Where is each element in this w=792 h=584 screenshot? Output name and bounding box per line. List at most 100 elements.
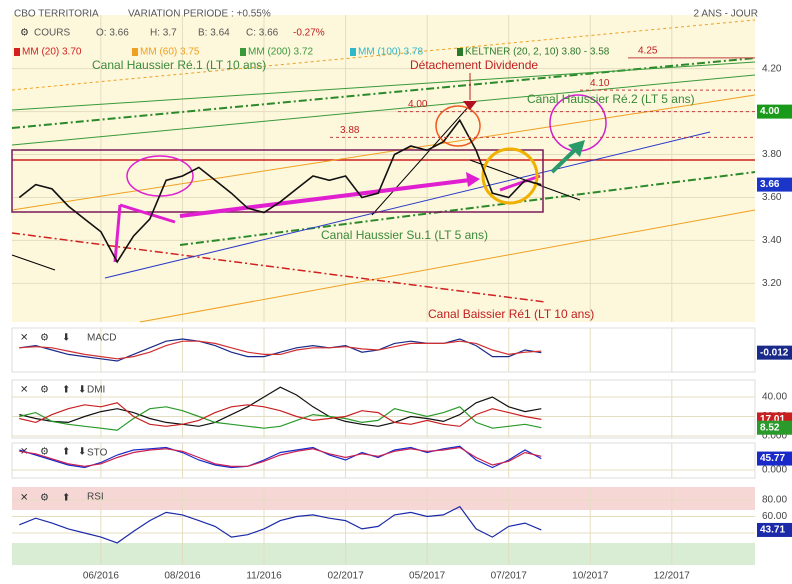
legend-swatch (350, 48, 356, 56)
up-icon[interactable]: ⬆ (62, 447, 70, 458)
x-tick-label: 05/2017 (409, 571, 446, 582)
value-badge (757, 345, 792, 360)
channel-line (179, 171, 756, 246)
highlight-circle (481, 147, 539, 205)
channel-line (11, 19, 756, 91)
trend-line (371, 104, 471, 216)
down-icon[interactable]: ⬇ (62, 333, 70, 344)
trend-line (11, 254, 56, 271)
change: -0.27% (293, 28, 325, 39)
legend-label: MM (20) 3.70 (22, 47, 82, 58)
down-icon[interactable]: ⬇ (78, 385, 86, 396)
y-tick-label: 3.80 (762, 149, 782, 160)
rsi-overbought-zone (12, 487, 755, 510)
channel-line (11, 94, 756, 211)
y-tick-label: 4.20 (762, 63, 782, 74)
series-line (19, 338, 542, 362)
panel-title: STO (87, 448, 108, 459)
series-line (19, 445, 542, 469)
value-badge-label: 45.77 (760, 453, 785, 464)
legend-swatch (457, 48, 463, 56)
variation: VARIATION PERIODE : +0.55% (128, 9, 271, 20)
y-tick-label: 0.000 (762, 431, 787, 442)
y-tick-label: 3.40 (762, 235, 782, 246)
series-line (19, 505, 542, 544)
x-tick-label: 12/2017 (654, 571, 691, 582)
up-icon[interactable]: ⬆ (62, 493, 70, 504)
settings-icon[interactable]: ⚙ (40, 385, 49, 396)
x-tick-label: 10/2017 (572, 571, 609, 582)
x-tick-label: 06/2016 (83, 571, 120, 582)
annotation: Canal Haussier Ré.1 (LT 10 ans) (92, 58, 266, 72)
series-line (19, 406, 542, 431)
value-badge-label: 8.52 (760, 422, 780, 433)
panel-title: DMI (87, 385, 105, 396)
quote: B: 3.64 (198, 28, 230, 39)
legend-label: MM (60) 3.75 (140, 47, 200, 58)
highlight-circle (435, 105, 481, 147)
legend-series: COURS (34, 28, 70, 39)
value-badge (757, 104, 792, 119)
x-tick-label: 02/2017 (327, 571, 364, 582)
up-icon[interactable]: ⬆ (62, 385, 70, 396)
panel-title: RSI (87, 492, 104, 503)
y-tick-label: 0.000 (762, 465, 787, 476)
close-icon[interactable]: ✕ (20, 385, 28, 396)
dividend-marker (463, 101, 477, 110)
series-line (18, 118, 542, 264)
range-box (11, 149, 544, 213)
close-icon[interactable]: ✕ (20, 493, 28, 504)
level-label: 4.25 (638, 46, 658, 57)
y-tick-label: 60.00 (762, 511, 787, 522)
value-badge-label: 3.66 (760, 179, 780, 190)
legend-label: KELTNER (20, 2, 10) 3.80 - 3.58 (465, 47, 610, 58)
down-icon[interactable]: ⬇ (78, 447, 86, 458)
legend-swatch (132, 48, 138, 56)
arrow (499, 174, 541, 192)
settings-icon[interactable]: ⚙ (40, 493, 49, 504)
quote: O: 3.66 (96, 28, 129, 39)
settings-icon[interactable]: ⚙ (40, 333, 49, 344)
channel-line (11, 74, 756, 146)
series-line (19, 446, 542, 467)
y-tick-label: 80.00 (762, 495, 787, 506)
level-label: 3.88 (340, 125, 360, 136)
quote: H: 3.7 (150, 28, 177, 39)
close-icon[interactable]: ✕ (20, 333, 28, 344)
series-line (19, 402, 542, 427)
legend-swatch (14, 48, 20, 56)
x-tick-label: 11/2016 (246, 571, 282, 582)
channel-line (104, 131, 711, 279)
arrow (113, 204, 122, 263)
value-badge-label: -0.012 (760, 347, 789, 358)
value-badge-label: 17.01 (760, 414, 785, 425)
value-badge (757, 420, 792, 435)
macd-panel (11, 327, 756, 373)
channel-line (139, 209, 756, 323)
value-badge (757, 451, 792, 466)
value-badge (757, 522, 792, 537)
channel-line (11, 232, 546, 303)
dmi-panel (11, 379, 756, 439)
y-tick-label: 40.00 (762, 392, 787, 403)
legend-label: MM (100) 3.78 (358, 47, 423, 58)
value-badge (757, 177, 792, 192)
level-label: 4.10 (590, 78, 610, 89)
y-tick-label: 3.60 (762, 192, 782, 203)
stock-title: CBO TERRITORIA (14, 9, 99, 20)
channel-line (11, 61, 756, 111)
rsi-oversold-zone (12, 543, 755, 565)
settings-icon[interactable]: ⚙ (20, 28, 29, 39)
settings-icon[interactable]: ⚙ (40, 447, 49, 458)
x-tick-label: 07/2017 (491, 571, 528, 582)
annotation: Détachement Dividende (410, 58, 538, 72)
panel-title: MACD (87, 333, 116, 344)
period[interactable]: 2 ANS - JOUR (694, 9, 758, 20)
arrow (550, 145, 580, 174)
series-line (19, 340, 542, 360)
x-tick-label: 08/2016 (164, 571, 201, 582)
value-badge-label: 43.71 (760, 525, 785, 536)
annotation: Canal Baissier Ré1 (LT 10 ans) (428, 307, 594, 321)
